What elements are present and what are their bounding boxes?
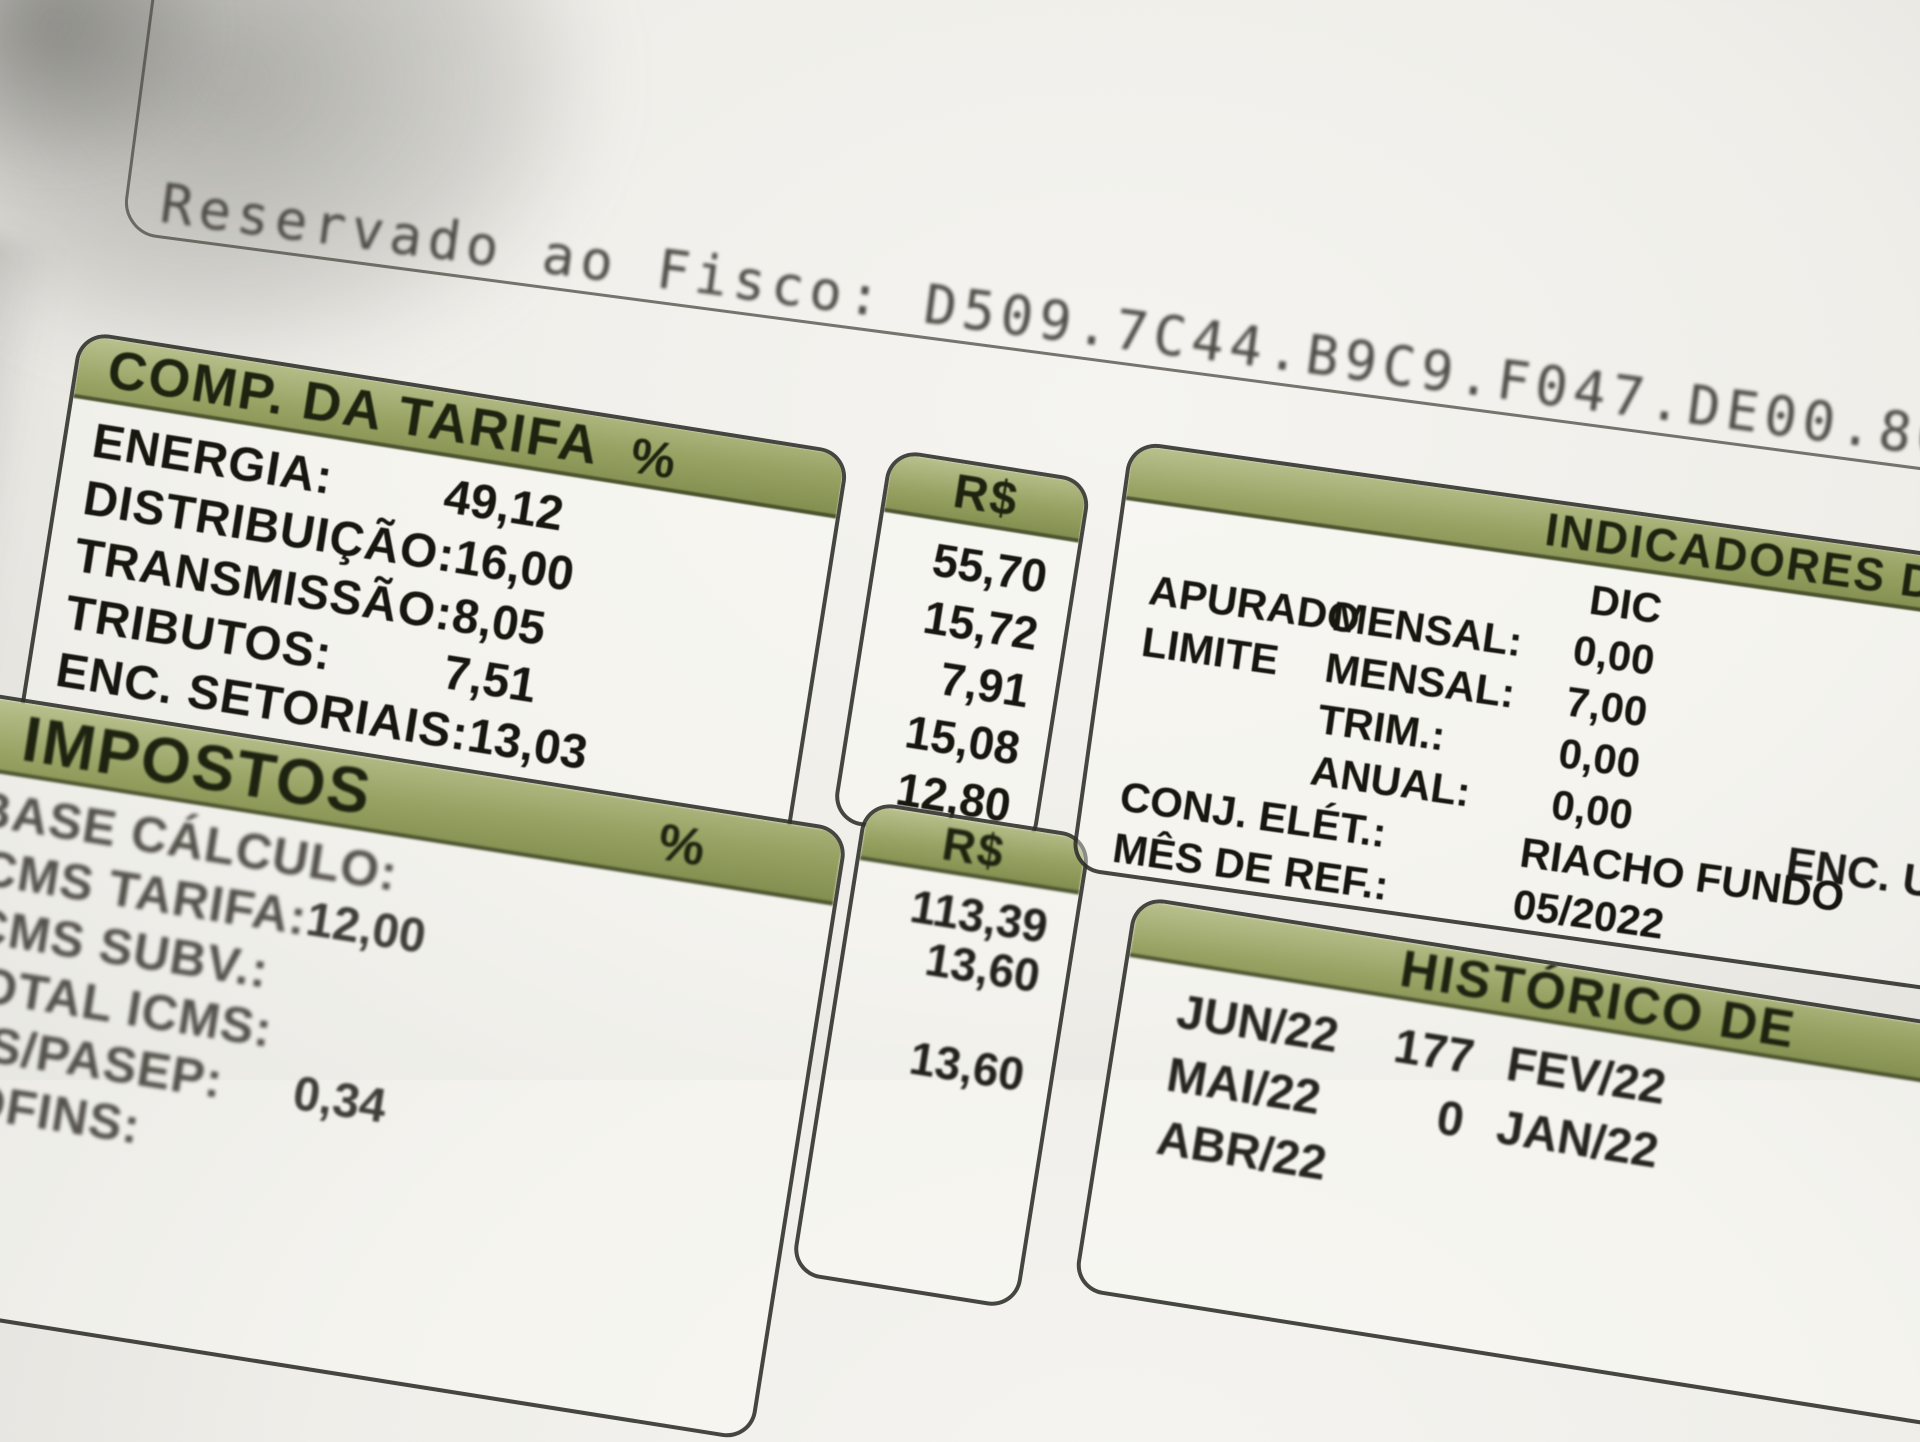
historico-value [1355, 1169, 1454, 1185]
tarifa-currency-column: R$ 55,70 15,72 7,91 15,08 12,80 6,18 [830, 448, 1093, 854]
impostos-row-percent [272, 1030, 395, 1049]
historico-value: 177 [1390, 1019, 1478, 1085]
tarifa-currency-header: R$ [949, 464, 1023, 527]
tarifa-percent-header: % [626, 427, 682, 490]
historico-value: 0 [1433, 1090, 1468, 1148]
impostos-row-percent [397, 874, 422, 878]
indicadores-row-group [1135, 693, 1318, 719]
historico-table: HISTÓRICO DE JUN/22 177 FEV/22 MAI/22 0 … [1072, 895, 1920, 1431]
impostos-row-percent [268, 971, 404, 992]
tarifa-currency-rows: 55,70 15,72 7,91 15,08 12,80 6,18 [831, 512, 1079, 853]
impostos-currency-header: R$ [938, 817, 1009, 879]
photo-background-blur-corner [0, 0, 270, 220]
impostos-percent-header: % [654, 812, 711, 878]
indicadores-row-group [1128, 745, 1311, 771]
impostos-currency-rows: 113,39 13,60 13,60 [826, 860, 1078, 1104]
spacer [1340, 564, 1548, 593]
impostos-row-percent [189, 1135, 377, 1165]
spacer [1157, 539, 1340, 565]
